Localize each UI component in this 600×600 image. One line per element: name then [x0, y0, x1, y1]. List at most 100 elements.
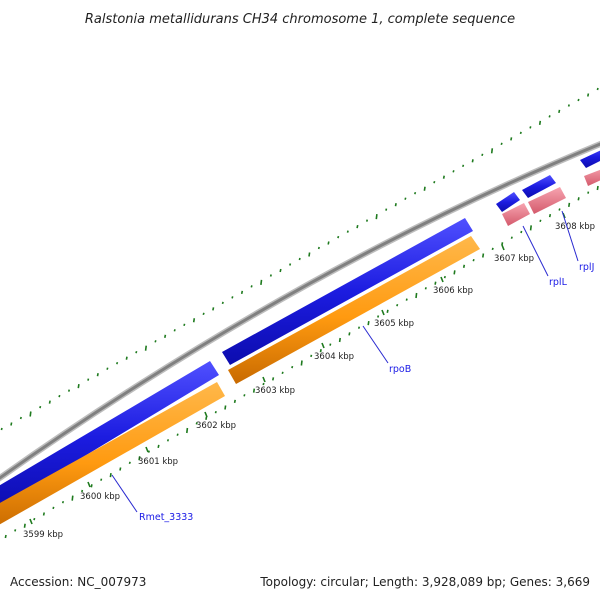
- tick-label-3599: 3599 kbp: [23, 530, 63, 540]
- forward-cds-rplj-b: [522, 175, 556, 198]
- scale-tick: [321, 342, 325, 349]
- gc-tick-outer: [433, 180, 436, 184]
- gc-tick-inner: [472, 258, 475, 262]
- gc-tick-outer: [106, 367, 109, 370]
- gc-tick-outer: [0, 427, 3, 431]
- scale-tick: [262, 376, 266, 383]
- gc-tick-inner: [462, 264, 466, 268]
- gc-tick-inner: [42, 512, 45, 516]
- rna-feature-2: [528, 187, 566, 214]
- gc-tick-inner: [529, 225, 532, 231]
- gc-tick-outer: [289, 263, 292, 266]
- gc-tick-outer: [221, 301, 224, 305]
- gc-tick-outer: [67, 389, 71, 392]
- gc-tick-outer: [317, 246, 320, 250]
- gc-tick-outer: [346, 230, 349, 233]
- forward-cds-track: [0, 150, 600, 507]
- tick-label-3603: 3603 kbp: [255, 386, 295, 396]
- gc-tick-outer: [500, 142, 503, 146]
- forward-cds-rpoc: [222, 218, 473, 365]
- tick-label-3607: 3607 kbp: [494, 254, 534, 264]
- gc-tick-inner: [100, 478, 103, 481]
- gc-tick-outer: [10, 422, 13, 426]
- gc-tick-inner: [310, 354, 313, 358]
- gc-tick-outer: [164, 334, 167, 338]
- gc-tick-inner: [491, 247, 494, 251]
- gc-tick-inner: [233, 399, 236, 404]
- gc-tick-outer: [538, 120, 542, 126]
- gc-tick-outer: [385, 208, 388, 211]
- gc-tick-inner: [119, 467, 122, 471]
- gc-tick-outer: [279, 268, 282, 273]
- gc-tick-inner: [424, 287, 427, 290]
- gc-tick-outer: [173, 329, 176, 332]
- gc-tick-inner: [377, 315, 380, 318]
- gc-tick-inner: [4, 534, 7, 539]
- gc-tick-outer: [490, 148, 494, 154]
- gc-tick-outer: [116, 361, 119, 365]
- tick-label-3608: 3608 kbp: [555, 222, 595, 232]
- gc-tick-inner: [262, 382, 265, 386]
- gc-tick-inner: [453, 270, 456, 275]
- gc-tick-outer: [260, 279, 263, 285]
- gc-tick-outer: [442, 175, 445, 179]
- gc-tick-inner: [338, 337, 341, 343]
- scale-ticks: [29, 212, 566, 525]
- reverse-cds-long: [228, 236, 480, 384]
- gc-tick-outer: [462, 164, 465, 168]
- gc-tick-outer: [135, 350, 138, 354]
- gc-tick-inner: [90, 484, 93, 488]
- gc-tick-inner: [205, 416, 208, 420]
- gc-tick-inner: [214, 410, 217, 414]
- scale-tick: [87, 481, 91, 488]
- gc-tick-outer: [250, 285, 253, 288]
- gene-label-rmet-3333: Rmet_3333: [139, 512, 193, 523]
- gc-tick-outer: [404, 197, 407, 200]
- gc-tick-outer: [471, 159, 474, 163]
- forward-cds-right: [580, 150, 600, 168]
- scale-tick: [29, 518, 33, 525]
- gc-tick-outer: [519, 131, 522, 135]
- gc-tick-inner: [224, 405, 227, 410]
- gc-tick-outer: [567, 104, 570, 107]
- rna-feature-3: [584, 169, 600, 186]
- gc-tick-outer: [212, 307, 215, 311]
- gc-tick-inner: [186, 427, 189, 434]
- gc-tick-outer: [452, 170, 455, 173]
- gc-tick-inner: [300, 360, 303, 366]
- gc-tick-inner: [577, 197, 580, 201]
- map-title: Ralstonia metallidurans CH34 chromosome …: [85, 12, 515, 27]
- gc-tick-outer: [327, 241, 330, 245]
- gene-label-rpob: rpoB: [389, 364, 411, 375]
- gc-tick-outer: [96, 373, 99, 377]
- gc-tick-outer: [394, 203, 397, 207]
- gc-tick-outer: [529, 126, 532, 129]
- gc-content-ticks: [0, 87, 599, 539]
- gc-tick-inner: [405, 298, 408, 301]
- gc-tick-outer: [144, 345, 147, 351]
- gc-tick-inner: [434, 281, 437, 285]
- gc-tick-inner: [147, 450, 150, 453]
- gc-tick-outer: [298, 257, 301, 261]
- gene-label-rpll: rplL: [549, 277, 568, 288]
- gc-tick-outer: [558, 109, 561, 114]
- gc-tick-inner: [243, 394, 246, 397]
- gc-tick-inner: [138, 456, 141, 461]
- tick-label-3602: 3602 kbp: [196, 421, 236, 431]
- gc-tick-inner: [14, 529, 17, 532]
- gc-tick-inner: [558, 208, 561, 211]
- tick-label-3605: 3605 kbp: [374, 319, 414, 329]
- gc-tick-inner: [386, 309, 389, 313]
- gc-tick-outer: [125, 356, 128, 360]
- gc-tick-inner: [501, 242, 504, 246]
- gc-tick-outer: [481, 153, 484, 157]
- gc-tick-outer: [548, 115, 551, 118]
- gc-tick-outer: [337, 235, 340, 239]
- gc-tick-inner: [357, 326, 361, 329]
- gc-tick-outer: [87, 378, 90, 381]
- scale-tick: [501, 244, 505, 251]
- gc-tick-inner: [520, 230, 523, 234]
- gc-tick-inner: [166, 439, 170, 442]
- gc-tick-outer: [19, 416, 22, 420]
- gc-tick-outer: [510, 137, 513, 141]
